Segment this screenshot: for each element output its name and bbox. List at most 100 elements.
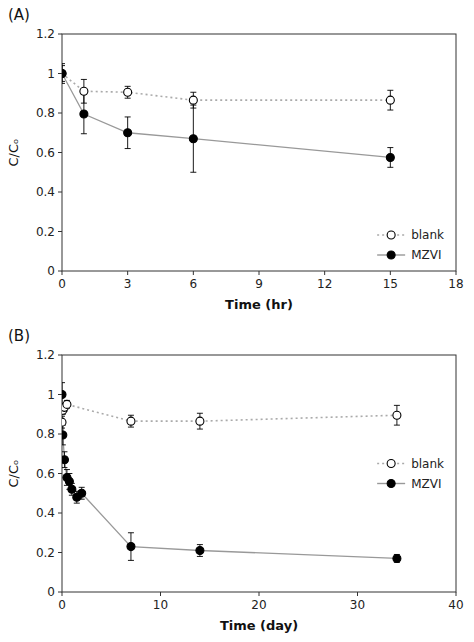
legend-marker: [387, 251, 395, 259]
y-tick-label: 1.2: [36, 27, 55, 41]
point: [124, 129, 132, 137]
legend: blank MZVI: [377, 228, 444, 262]
series-line: [62, 395, 397, 559]
point: [196, 417, 204, 425]
point: [127, 417, 135, 425]
point: [78, 489, 86, 497]
point: [62, 70, 66, 78]
x-tick: [259, 271, 260, 275]
panel: 036912151800.20.40.60.811.2Time (hr)C/Cₒ…: [6, 6, 464, 312]
legend-label: blank: [411, 457, 444, 471]
plot-area: [62, 64, 394, 173]
point: [386, 96, 394, 104]
y-tick: [58, 113, 62, 114]
point: [80, 110, 88, 118]
y-tick-label: 1.2: [36, 348, 55, 362]
error-bar: [387, 148, 393, 168]
panel: 01020304000.20.40.60.811.2Time (day)C/Cₒ…: [6, 327, 464, 633]
point: [63, 400, 71, 408]
y-tick: [58, 271, 62, 272]
error-bar: [128, 415, 134, 427]
error-bar: [125, 117, 131, 149]
series-line: [62, 404, 397, 422]
series-line: [62, 74, 390, 158]
error-bar: [62, 416, 65, 428]
point: [127, 543, 135, 551]
y-tick: [58, 73, 62, 74]
x-tick-label: 18: [448, 277, 463, 291]
y-tick-label: 0.8: [36, 427, 55, 441]
legend-marker: [387, 480, 395, 488]
x-tick-label: 30: [350, 598, 365, 612]
x-tick: [193, 271, 194, 275]
x-tick-label: 15: [383, 277, 398, 291]
error-bar: [387, 90, 393, 110]
x-tick: [357, 592, 358, 596]
error-bar: [190, 105, 196, 172]
y-tick: [58, 34, 62, 35]
point: [65, 477, 73, 485]
x-axis-label: Time (day): [220, 618, 298, 633]
y-tick-label: 0.8: [36, 106, 55, 120]
y-tick: [58, 192, 62, 193]
error-bar: [64, 400, 70, 408]
series-line: [62, 74, 390, 101]
plot-frame: [62, 34, 456, 271]
y-tick-label: 0: [47, 264, 55, 278]
y-tick: [58, 152, 62, 153]
point: [80, 87, 88, 95]
point: [196, 547, 204, 555]
y-tick: [58, 394, 62, 395]
point: [393, 554, 401, 562]
point: [62, 456, 68, 464]
point: [62, 418, 66, 426]
panel-label: (A): [8, 6, 30, 24]
x-tick: [324, 271, 325, 275]
x-tick: [390, 271, 391, 275]
x-axis-label: Time (hr): [225, 297, 293, 312]
x-tick-label: 9: [255, 277, 263, 291]
point: [189, 96, 197, 104]
error-bar: [125, 86, 131, 98]
x-tick-label: 40: [448, 598, 463, 612]
y-tick-label: 0.2: [36, 546, 55, 560]
x-tick-label: 6: [190, 277, 198, 291]
x-tick-label: 0: [58, 598, 66, 612]
y-tick: [58, 355, 62, 356]
y-tick: [58, 552, 62, 553]
legend-marker: [387, 460, 395, 468]
x-tick: [456, 592, 457, 596]
point: [62, 70, 66, 78]
legend-label: blank: [411, 228, 444, 242]
y-tick-label: 1: [47, 67, 55, 81]
y-tick-label: 1: [47, 388, 55, 402]
panel-label: (B): [8, 327, 30, 345]
y-axis-label: C/Cₒ: [6, 139, 21, 167]
error-bar: [81, 94, 87, 134]
error-bar: [62, 425, 66, 445]
y-tick: [58, 592, 62, 593]
error-bar: [394, 554, 400, 562]
y-tick-label: 0.6: [36, 467, 55, 481]
x-tick: [62, 592, 63, 596]
x-tick-label: 20: [251, 598, 266, 612]
y-tick-label: 0: [47, 585, 55, 599]
error-bar: [62, 452, 67, 468]
error-bar: [128, 533, 134, 561]
legend-label: MZVI: [411, 248, 441, 262]
y-tick: [58, 231, 62, 232]
x-tick: [127, 271, 128, 275]
legend: blankMZVI: [377, 457, 444, 491]
y-tick-label: 0.4: [36, 185, 55, 199]
y-tick: [58, 434, 62, 435]
legend-marker: [387, 231, 395, 239]
x-tick: [259, 592, 260, 596]
figure: 036912151800.20.40.60.811.2Time (hr)C/Cₒ…: [0, 0, 474, 642]
x-tick-label: 0: [58, 277, 66, 291]
x-tick-label: 3: [124, 277, 132, 291]
x-tick: [62, 271, 63, 275]
point: [62, 391, 66, 399]
y-tick-label: 0.4: [36, 506, 55, 520]
error-bar: [197, 413, 203, 429]
x-tick: [160, 592, 161, 596]
